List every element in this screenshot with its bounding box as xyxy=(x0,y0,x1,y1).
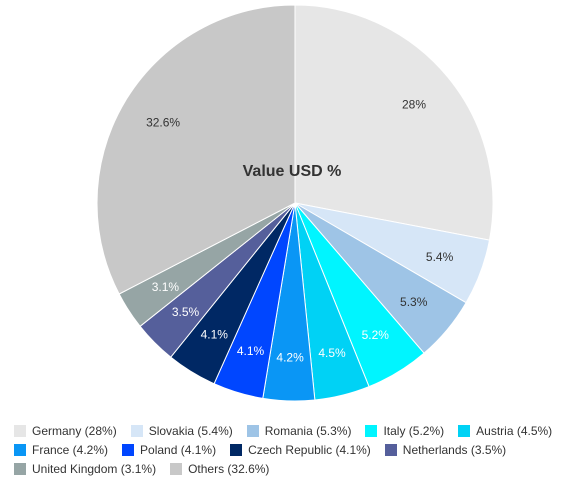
slice-label-netherlands: 3.5% xyxy=(172,305,200,319)
slice-label-slovakia: 5.4% xyxy=(426,250,454,264)
legend-swatch xyxy=(122,444,135,456)
slice-label-romania: 5.3% xyxy=(400,295,428,309)
slice-label-united-kingdom: 3.1% xyxy=(152,280,180,294)
legend-swatch xyxy=(170,463,183,475)
legend-swatch xyxy=(230,444,243,456)
legend-row: France (4.2%) Poland (4.1%) Czech Republic… xyxy=(14,441,520,459)
legend-row: United Kingdom (3.1%) Others (32.6%) xyxy=(14,460,283,478)
pie-slice-labels: 28%5.4%5.3%5.2%4.5%4.2%4.1%4.1%3.5%3.1%3… xyxy=(146,98,454,365)
legend-label: United Kingdom (3.1%) xyxy=(32,462,157,476)
legend-row: Germany (28%) Slovakia (5.4%) Romania (5.3… xyxy=(14,422,566,440)
pie-plot-area: 28%5.4%5.3%5.2%4.5%4.2%4.1%4.1%3.5%3.1%3… xyxy=(96,4,494,402)
pie-slice-germany xyxy=(294,4,494,241)
legend-item-romania: Romania (5.3%) xyxy=(246,422,352,440)
legend-swatch xyxy=(14,444,26,456)
legend-swatch xyxy=(365,425,378,437)
legend-item-czech-republic: Czech Republic (4.1%) xyxy=(230,441,371,459)
legend-swatch xyxy=(384,444,397,456)
chart-legend: Germany (28%) Slovakia (5.4%) Romania (5.3… xyxy=(0,418,585,478)
legend-item-poland: Poland (4.1%) xyxy=(122,441,216,459)
slice-label-czech-republic: 4.1% xyxy=(201,328,229,342)
legend-label: Romania (5.3%) xyxy=(264,424,352,438)
legend-label: Netherlands (3.5%) xyxy=(402,443,507,457)
legend-swatch xyxy=(14,463,26,475)
slice-label-poland: 4.1% xyxy=(237,344,265,358)
slice-label-italy: 5.2% xyxy=(362,328,390,342)
legend-item-austria: Austria (4.5%) xyxy=(458,422,552,440)
chart-title: Value USD % xyxy=(243,163,342,180)
legend-item-united-kingdom: United Kingdom (3.1%) xyxy=(14,460,156,478)
slice-label-germany: 28% xyxy=(402,98,426,112)
slice-label-austria: 4.5% xyxy=(318,346,346,360)
legend-label: Germany (28%) xyxy=(32,424,117,438)
legend-swatch xyxy=(458,425,471,437)
legend-item-italy: Italy (5.2%) xyxy=(365,422,444,440)
legend-item-germany: Germany (28%) xyxy=(14,422,117,440)
legend-label: Italy (5.2%) xyxy=(383,424,445,438)
legend-label: Slovakia (5.4%) xyxy=(148,424,233,438)
pie-slices xyxy=(96,4,494,402)
legend-swatch xyxy=(130,425,143,437)
legend-item-netherlands: Netherlands (3.5%) xyxy=(384,441,507,459)
legend-item-slovakia: Slovakia (5.4%) xyxy=(130,422,233,440)
legend-swatch xyxy=(246,425,259,437)
legend-item-france: France (4.2%) xyxy=(14,441,108,459)
legend-label: Austria (4.5%) xyxy=(476,424,553,438)
slice-label-france: 4.2% xyxy=(276,350,304,364)
legend-label: Czech Republic (4.1%) xyxy=(248,443,371,457)
pie-slice-others xyxy=(96,4,296,295)
legend-swatch xyxy=(14,425,26,437)
slice-label-others: 32.6% xyxy=(146,116,180,130)
legend-label: France (4.2%) xyxy=(32,443,109,457)
legend-label: Poland (4.1%) xyxy=(140,443,217,457)
legend-item-others: Others (32.6%) xyxy=(170,460,269,478)
legend-label: Others (32.6%) xyxy=(188,462,270,476)
